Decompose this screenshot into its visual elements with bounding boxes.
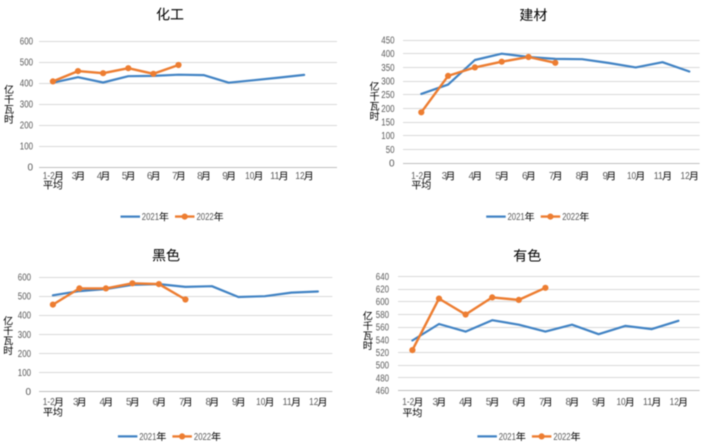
svg-text:400: 400	[18, 311, 32, 322]
svg-text:10: 10	[627, 171, 637, 182]
svg-text:3: 3	[433, 397, 439, 408]
svg-text:200: 200	[18, 349, 32, 360]
svg-text:640: 640	[376, 272, 390, 283]
svg-text:10: 10	[616, 397, 626, 408]
svg-text:9: 9	[602, 171, 608, 182]
svg-text:6: 6	[152, 397, 158, 408]
svg-text:600: 600	[18, 273, 32, 284]
svg-text:5: 5	[486, 397, 492, 408]
svg-text:6: 6	[512, 397, 518, 408]
svg-text:4: 4	[468, 171, 474, 182]
svg-text:2022: 2022	[194, 432, 212, 443]
svg-text:11: 11	[654, 171, 664, 182]
svg-text:4: 4	[97, 171, 103, 182]
svg-text:7: 7	[179, 397, 185, 408]
svg-text:0: 0	[25, 387, 31, 398]
svg-text:1-2: 1-2	[411, 171, 423, 182]
svg-text:9: 9	[232, 397, 238, 408]
svg-text:500: 500	[18, 292, 32, 303]
svg-text:0: 0	[389, 159, 395, 170]
svg-text:1-2: 1-2	[402, 397, 414, 408]
svg-text:2021: 2021	[499, 432, 517, 443]
svg-text:560: 560	[376, 323, 390, 334]
svg-text:1-2: 1-2	[43, 397, 55, 408]
svg-text:2022: 2022	[553, 432, 571, 443]
svg-text:8: 8	[566, 397, 572, 408]
svg-text:500: 500	[376, 361, 390, 372]
svg-text:6: 6	[522, 171, 528, 182]
svg-text:100: 100	[381, 131, 395, 142]
svg-text:350: 350	[381, 63, 395, 74]
svg-text:600: 600	[20, 36, 34, 47]
svg-text:300: 300	[18, 330, 32, 341]
svg-text:150: 150	[381, 118, 395, 129]
svg-text:2021: 2021	[142, 212, 160, 223]
svg-text:300: 300	[20, 100, 34, 111]
svg-text:7: 7	[549, 171, 555, 182]
svg-text:12: 12	[309, 397, 319, 408]
svg-text:9: 9	[222, 171, 228, 182]
svg-text:5: 5	[122, 171, 128, 182]
svg-text:7: 7	[539, 397, 545, 408]
svg-text:480: 480	[376, 373, 390, 384]
svg-text:11: 11	[270, 171, 280, 182]
svg-text:10: 10	[245, 171, 255, 182]
svg-text:6: 6	[147, 171, 153, 182]
svg-text:100: 100	[20, 142, 34, 153]
svg-text:8: 8	[576, 171, 582, 182]
svg-text:250: 250	[381, 90, 395, 101]
svg-text:0: 0	[27, 163, 33, 174]
svg-text:3: 3	[442, 171, 448, 182]
svg-text:540: 540	[376, 335, 390, 346]
svg-text:520: 520	[376, 348, 390, 359]
svg-text:4: 4	[459, 397, 465, 408]
svg-text:12: 12	[681, 171, 691, 182]
svg-text:1-2: 1-2	[43, 171, 55, 182]
svg-text:8: 8	[197, 171, 203, 182]
svg-text:200: 200	[20, 121, 34, 132]
svg-text:200: 200	[381, 104, 395, 115]
svg-text:400: 400	[20, 79, 34, 90]
svg-text:9: 9	[592, 397, 598, 408]
svg-text:5: 5	[126, 397, 132, 408]
svg-text:10: 10	[256, 397, 266, 408]
svg-text:500: 500	[20, 57, 34, 68]
svg-text:4: 4	[99, 397, 105, 408]
svg-text:11: 11	[643, 397, 653, 408]
svg-text:7: 7	[172, 171, 178, 182]
svg-text:12: 12	[295, 171, 305, 182]
svg-text:11: 11	[283, 397, 293, 408]
svg-text:3: 3	[73, 397, 79, 408]
svg-text:580: 580	[376, 310, 390, 321]
svg-text:12: 12	[670, 397, 680, 408]
svg-text:2021: 2021	[139, 432, 157, 443]
svg-text:8: 8	[205, 397, 211, 408]
svg-text:450: 450	[381, 35, 395, 46]
svg-text:5: 5	[495, 171, 501, 182]
svg-text:600: 600	[376, 297, 390, 308]
svg-text:2022: 2022	[562, 212, 580, 223]
svg-text:100: 100	[18, 368, 32, 379]
svg-text:620: 620	[376, 285, 390, 296]
svg-text:3: 3	[72, 171, 78, 182]
svg-text:50: 50	[386, 145, 395, 156]
svg-text:2021: 2021	[508, 212, 526, 223]
svg-text:2022: 2022	[197, 212, 215, 223]
svg-text:400: 400	[381, 49, 395, 60]
svg-text:460: 460	[376, 386, 390, 397]
svg-text:300: 300	[381, 76, 395, 87]
